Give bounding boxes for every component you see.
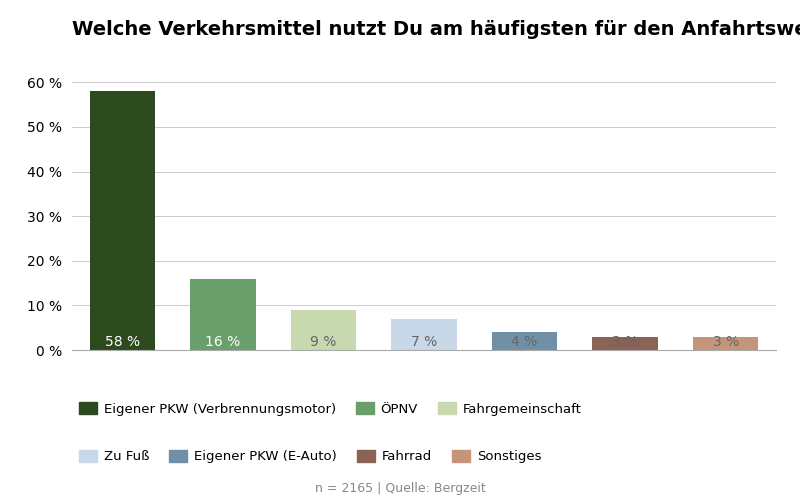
Text: 9 %: 9 % <box>310 334 337 348</box>
Bar <box>492 332 558 350</box>
Text: 3 %: 3 % <box>612 334 638 348</box>
Text: 3 %: 3 % <box>713 334 739 348</box>
Bar <box>90 91 155 350</box>
Legend: Eigener PKW (Verbrennungsmotor), ÖPNV, Fahrgemeinschaft: Eigener PKW (Verbrennungsmotor), ÖPNV, F… <box>78 402 582 416</box>
Text: 7 %: 7 % <box>411 334 437 348</box>
Text: 4 %: 4 % <box>511 334 538 348</box>
Text: 58 %: 58 % <box>105 334 140 348</box>
Text: Welche Verkehrsmittel nutzt Du am häufigsten für den Anfahrtsweg?: Welche Verkehrsmittel nutzt Du am häufig… <box>72 20 800 39</box>
Bar <box>693 336 758 350</box>
Legend: Zu Fuß, Eigener PKW (E-Auto), Fahrrad, Sonstiges: Zu Fuß, Eigener PKW (E-Auto), Fahrrad, S… <box>78 450 542 464</box>
Bar <box>593 336 658 350</box>
Bar <box>290 310 356 350</box>
Bar <box>190 278 255 350</box>
Text: n = 2165 | Quelle: Bergzeit: n = 2165 | Quelle: Bergzeit <box>314 482 486 495</box>
Text: 16 %: 16 % <box>206 334 241 348</box>
Bar <box>391 319 457 350</box>
